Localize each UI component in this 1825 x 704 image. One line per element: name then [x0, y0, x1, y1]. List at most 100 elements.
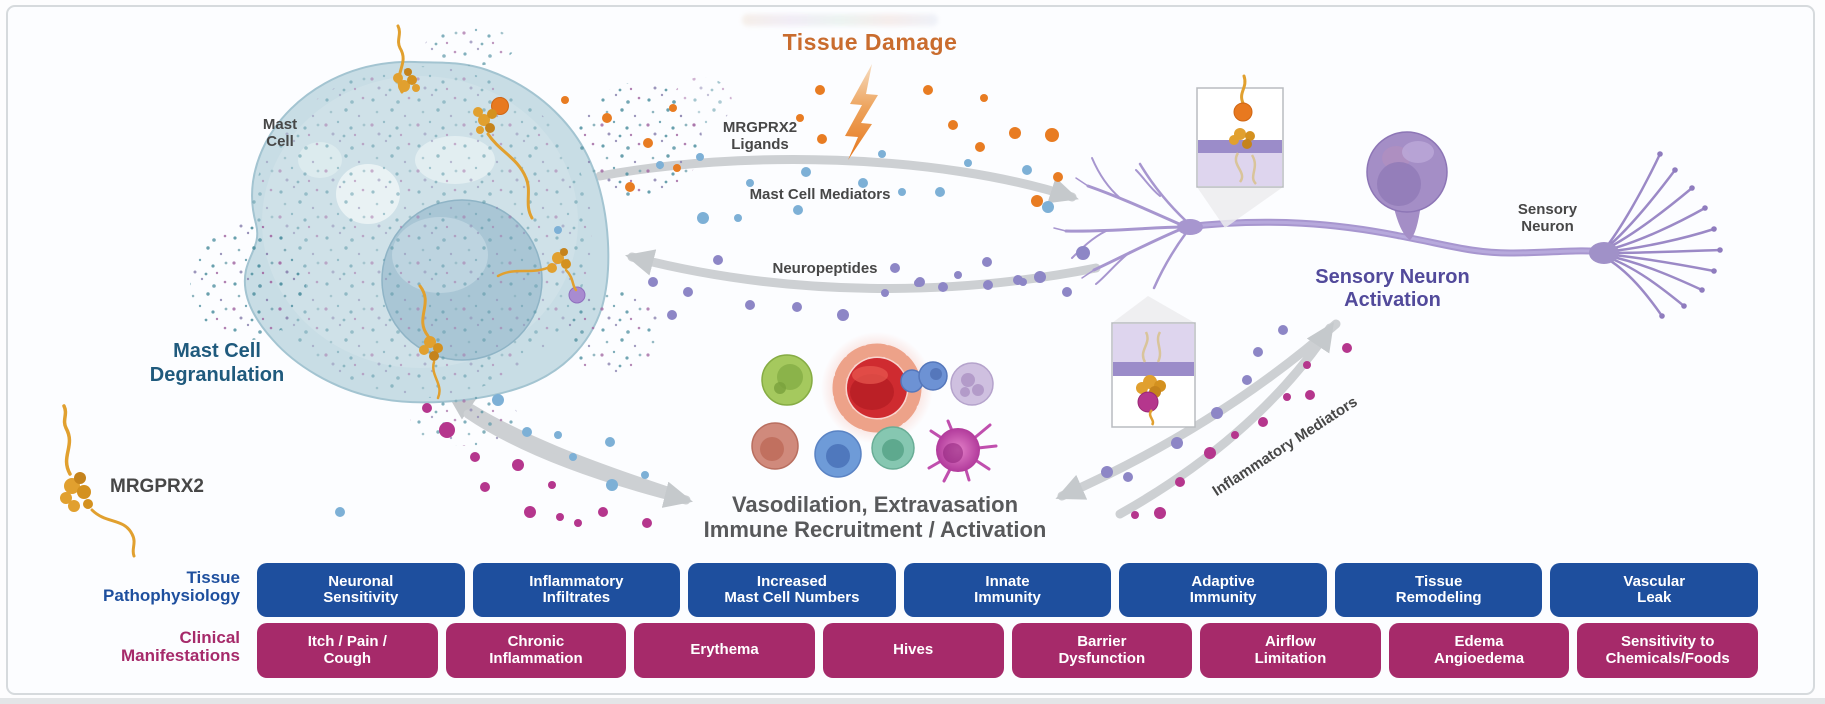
- sensory-neuron-label: Sensory Neuron: [1490, 201, 1605, 235]
- pathophysiology-box-increased-mast-cell-numbers: Increased Mast Cell Numbers: [688, 563, 896, 617]
- clinical-manifestations-row-label: Clinical Manifestations: [10, 629, 240, 665]
- mrgprx2-label: MRGPRX2: [110, 476, 204, 497]
- box-line1: Inflammatory: [529, 572, 624, 590]
- dendritic-cell: [927, 419, 998, 483]
- mast-cell-degranulation-line2: Degranulation: [149, 364, 285, 386]
- box-line2: Cough: [323, 649, 372, 667]
- mrgprx2-ligands-line1: MRGPRX2: [722, 119, 798, 136]
- box-line2: Immunity: [974, 589, 1041, 606]
- neuropeptides-label: Neuropeptides: [772, 260, 878, 277]
- immune-cell-cluster: [751, 332, 998, 483]
- clinical-box-erythema: Erythema: [634, 623, 815, 678]
- box-line1: Sensitivity to: [1621, 633, 1715, 650]
- tissue-pathophysiology-row-label: Tissue Pathophysiology: [10, 569, 240, 605]
- vasodilation-line2: Immune Recruitment / Activation: [703, 517, 1047, 542]
- clinical-box-itch-pain-cough: Itch / Pain / Cough: [257, 623, 438, 678]
- receptor-inset-top: [1196, 74, 1284, 188]
- mast-cell-degranulation-line1: Mast Cell: [173, 340, 261, 362]
- sensory-neuron-line1: Sensory: [1517, 201, 1578, 218]
- soma: [1366, 131, 1448, 240]
- sensory-neuron-line2: Neuron: [1521, 218, 1574, 235]
- mast-cell-mediators-label: Mast Cell Mediators: [749, 186, 891, 203]
- box-line2: Remodeling: [1395, 589, 1482, 606]
- lymphocyte-cell: [950, 362, 994, 406]
- extravasating-cell: [900, 361, 948, 393]
- pathophysiology-box-inflammatory-infiltrates: Inflammatory Infiltrates: [472, 563, 681, 617]
- clinical-box-chronic-inflammation: Chronic Inflammation: [445, 623, 627, 678]
- box-line1: Vascular: [1623, 572, 1686, 590]
- mrgprx2-receptors-on-cell: [393, 24, 586, 400]
- salmon-immune-cell: [751, 422, 799, 470]
- clinical-box-edema-angioedema: Edema Angioedema: [1388, 623, 1570, 678]
- mrgprx2-ligands-label: MRGPRX2 Ligands: [690, 119, 830, 153]
- clinical-box-airflow-limitation: Airflow Limitation: [1200, 623, 1381, 678]
- receptor-inset-bottom: [1111, 322, 1196, 428]
- inset1-funnel: [1197, 187, 1283, 228]
- mast-cell-label-line1: Mast: [262, 116, 298, 133]
- box-line2: Immunity: [1189, 589, 1257, 606]
- pathophysiology-box-adaptive-immunity: Adaptive Immunity: [1119, 563, 1327, 617]
- receptor-bottom-icon: [418, 284, 443, 400]
- box-line2: Infiltrates: [542, 589, 611, 606]
- pathophysiology-row: Neuronal Sensitivity Inflammatory Infilt…: [257, 563, 1759, 617]
- vasodilation-line1: Vasodilation, Extravasation: [731, 492, 1019, 517]
- box-line1: Chronic: [507, 633, 565, 650]
- mrgprx2-ligands-line2: Ligands: [731, 136, 789, 153]
- box-line2: Dysfunction: [1058, 649, 1146, 667]
- box-line2: Limitation: [1254, 649, 1327, 667]
- box-line1: Airflow: [1265, 633, 1316, 650]
- ligand-dots-orange: [561, 85, 1063, 207]
- mast-cell-graphic: [190, 26, 732, 446]
- sensory-neuron-activation-label: Sensory Neuron Activation: [1285, 266, 1500, 312]
- clinical-manifestations-label-line2: Manifestations: [120, 646, 240, 665]
- box-line1: Neuronal: [328, 572, 394, 590]
- inflammatory-dots-magenta: [422, 343, 1352, 528]
- box-line1: Edema: [1454, 633, 1504, 650]
- clinical-box-sensitivity-chemicals-foods: Sensitivity to Chemicals/Foods: [1577, 623, 1758, 678]
- mast-cell-label-line2: Cell: [266, 133, 294, 150]
- box-line2: Inflammation: [489, 649, 583, 667]
- receptor-upper-right-icon: [473, 97, 534, 220]
- box-line1: Increased: [756, 572, 827, 590]
- mediator-dots-blue: [335, 150, 1054, 517]
- teal-immune-cell: [871, 426, 915, 470]
- box-line1: Erythema: [690, 641, 759, 659]
- box-line1: Adaptive: [1191, 572, 1255, 590]
- box-line2: Angioedema: [1434, 649, 1525, 667]
- box-line1: Barrier: [1077, 633, 1127, 650]
- lightning-bolt-icon: [845, 64, 878, 160]
- dendrites: [1053, 157, 1188, 290]
- receptor-right-icon: [496, 248, 586, 304]
- inset2-funnel: [1112, 296, 1195, 323]
- box-line1: Innate: [985, 572, 1030, 590]
- pathophysiology-box-innate-immunity: Innate Immunity: [903, 563, 1112, 617]
- clinical-box-barrier-dysfunction: Barrier Dysfunction: [1011, 623, 1193, 678]
- vasodilation-label: Vasodilation, Extravasation Immune Recru…: [655, 492, 1095, 542]
- box-line2: Sensitivity: [323, 589, 399, 606]
- clinical-box-hives: Hives: [822, 623, 1004, 678]
- nerve-ending-knobs: [1657, 151, 1723, 319]
- box-line2: Mast Cell Numbers: [724, 589, 860, 606]
- box-line2: Chemicals/Foods: [1605, 649, 1730, 667]
- tissue-pathophysiology-label-line2: Pathophysiology: [103, 586, 240, 605]
- top-smudge-decoration: [742, 14, 938, 26]
- mast-cell-degranulation-label: Mast Cell Degranulation: [107, 339, 327, 387]
- box-line1: Hives: [893, 641, 934, 659]
- pathophysiology-box-vascular-leak: Vascular Leak: [1550, 563, 1759, 617]
- neuropeptide-dots-purple: [648, 246, 1288, 482]
- bottom-edge-strip: [0, 698, 1825, 704]
- tissue-damage-label: Tissue Damage: [782, 29, 958, 55]
- tissue-pathophysiology-label-line1: Tissue: [186, 568, 240, 587]
- box-line1: Tissue: [1415, 572, 1463, 590]
- pathophysiology-box-tissue-remodeling: Tissue Remodeling: [1334, 563, 1543, 617]
- sensory-neuron-activation-line1: Sensory Neuron: [1315, 266, 1470, 288]
- clinical-manifestations-label-line1: Clinical: [179, 628, 240, 647]
- sensory-neuron-activation-line2: Activation: [1344, 289, 1441, 311]
- pathophysiology-box-neuronal-sensitivity: Neuronal Sensitivity: [257, 563, 465, 617]
- sensory-neuron-graphic: [1053, 131, 1723, 319]
- green-immune-cell: [761, 354, 813, 406]
- blue-immune-cell: [814, 430, 862, 478]
- mrgprx2-receptor-icon: [60, 404, 136, 558]
